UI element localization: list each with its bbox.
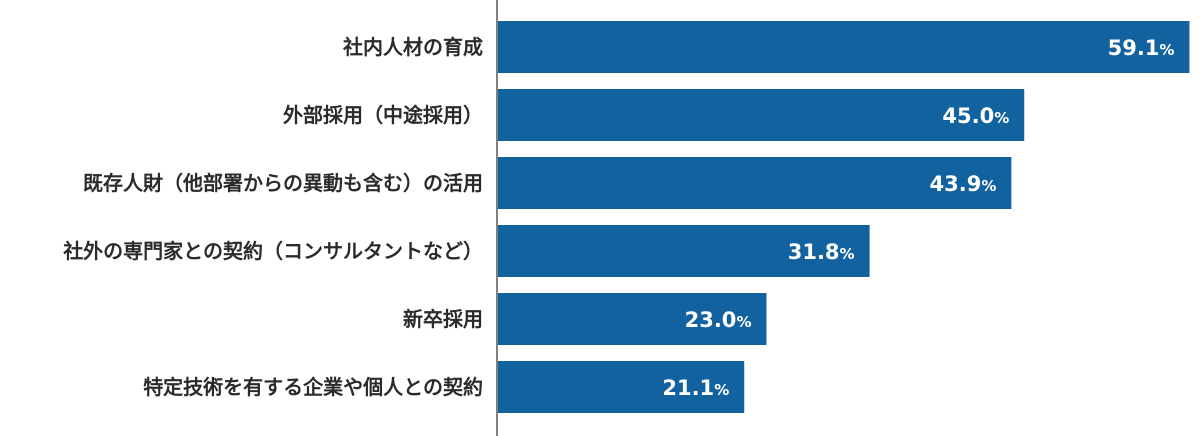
value-number-3: 31.8: [788, 240, 840, 264]
bar-1: [497, 89, 1025, 141]
value-label-3: 31.8%: [788, 240, 855, 264]
bar-4: [497, 293, 767, 345]
value-number-5: 21.1: [662, 376, 714, 400]
category-label-5: 特定技術を有する企業や個人との契約: [143, 375, 483, 399]
value-unit-0: %: [1159, 41, 1174, 59]
category-label-0: 社内人材の育成: [342, 35, 483, 59]
value-number-0: 59.1: [1108, 36, 1160, 60]
value-label-1: 45.0%: [942, 104, 1009, 128]
value-unit-2: %: [981, 177, 996, 195]
bar-3: [497, 225, 870, 277]
category-label-2: 既存人財（他部署からの異動も含む）の活用: [83, 171, 483, 195]
value-unit-4: %: [736, 313, 751, 331]
bar-5: [497, 361, 745, 413]
value-unit-3: %: [840, 245, 855, 263]
value-number-4: 23.0: [685, 308, 737, 332]
value-labels-group: 59.1%45.0%43.9%31.8%23.0%21.1%: [662, 36, 1174, 400]
bar-2: [497, 157, 1012, 209]
bars-group: [497, 21, 1190, 413]
bar-0: [497, 21, 1190, 73]
category-label-3: 社外の専門家との契約（コンサルタントなど）: [62, 239, 483, 263]
value-label-5: 21.1%: [662, 376, 729, 400]
category-label-4: 新卒採用: [403, 307, 483, 331]
category-label-1: 外部採用（中途採用）: [283, 103, 483, 127]
value-unit-5: %: [714, 381, 729, 399]
value-unit-1: %: [994, 109, 1009, 127]
value-label-2: 43.9%: [930, 172, 997, 196]
value-number-1: 45.0: [942, 104, 994, 128]
value-number-2: 43.9: [930, 172, 982, 196]
value-label-4: 23.0%: [685, 308, 752, 332]
value-label-0: 59.1%: [1108, 36, 1175, 60]
